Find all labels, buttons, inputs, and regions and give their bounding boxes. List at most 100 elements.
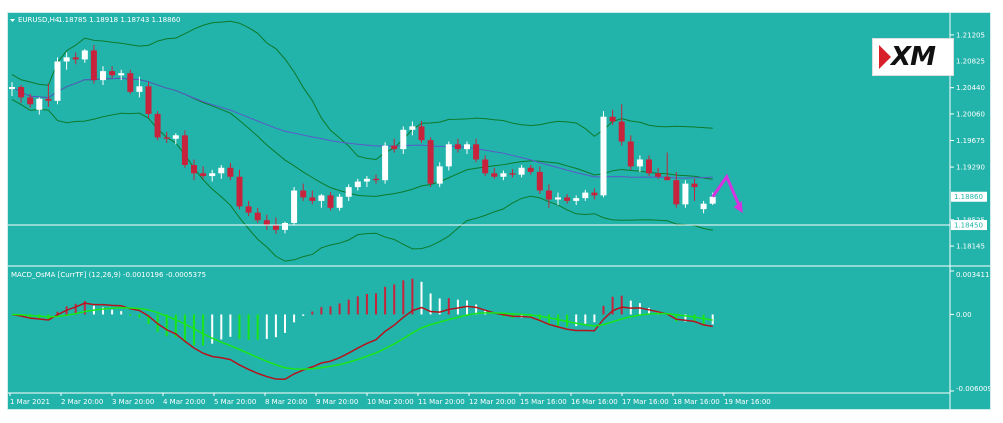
moving-average-line xyxy=(11,77,713,179)
candle xyxy=(500,170,507,181)
hline-price-label: 1.18450 xyxy=(954,222,983,230)
candle xyxy=(181,130,188,168)
time-tick-label: 12 Mar 20:00 xyxy=(469,398,516,406)
candle xyxy=(100,66,106,85)
candle xyxy=(218,165,225,179)
price-panel[interactable] xyxy=(8,20,950,262)
candle xyxy=(309,190,316,205)
candle xyxy=(236,169,243,210)
candle xyxy=(209,169,216,182)
candle xyxy=(81,49,88,63)
candle xyxy=(527,165,534,175)
candle xyxy=(172,133,179,145)
price-tick-label: 1.19675 xyxy=(956,137,985,145)
candle xyxy=(700,200,707,214)
candle xyxy=(400,126,407,154)
price-tick-label: 1.21205 xyxy=(956,31,985,39)
logo-text: XM xyxy=(891,42,936,72)
candle xyxy=(445,141,452,171)
symbol-label: EURUSD,H4 xyxy=(18,16,60,24)
time-tick-label: 2 Mar 20:00 xyxy=(61,398,103,406)
candle xyxy=(127,69,134,94)
candle xyxy=(382,142,389,184)
candle xyxy=(354,178,361,191)
time-tick-label: 8 Mar 20:00 xyxy=(265,398,307,406)
candle xyxy=(409,121,416,136)
candle xyxy=(9,82,15,96)
current-price-label: 1.18860 xyxy=(954,193,983,201)
candle xyxy=(682,180,689,208)
time-tick-label: 17 Mar 16:00 xyxy=(622,398,669,406)
candle xyxy=(109,66,116,79)
candle xyxy=(618,104,625,146)
candle xyxy=(518,165,525,178)
time-axis: 1 Mar 2021 2 Mar 20:00 3 Mar 20:00 4 Mar 20… xyxy=(9,393,771,406)
candle xyxy=(600,111,607,198)
price-tick-label: 1.20825 xyxy=(956,58,985,66)
chart-title: EURUSD,H4 1.18785 1.18918 1.18743 1.1886… xyxy=(10,16,180,24)
macd-title: MACD_OsMA [CurrTF] (12,26,9) -0.0010196 … xyxy=(11,271,206,279)
candle xyxy=(582,189,589,201)
candle xyxy=(90,44,97,84)
candle xyxy=(473,138,480,163)
chart-canvas[interactable]: EURUSD,H4 1.18785 1.18918 1.18743 1.1886… xyxy=(8,13,990,409)
chart-window[interactable]: EURUSD,H4 1.18785 1.18918 1.18743 1.1886… xyxy=(7,12,991,410)
candle xyxy=(282,221,288,234)
time-tick-label: 19 Mar 16:00 xyxy=(724,398,771,406)
candle xyxy=(636,155,643,172)
candle xyxy=(336,193,343,211)
candle xyxy=(573,195,580,206)
candle xyxy=(464,141,470,154)
candle xyxy=(27,93,34,108)
chevron-down-icon[interactable] xyxy=(10,19,15,22)
candle xyxy=(491,167,498,179)
candle xyxy=(646,155,652,177)
candle xyxy=(418,120,425,143)
candle xyxy=(254,207,261,223)
candle xyxy=(118,69,125,81)
time-tick-label: 15 Mar 16:00 xyxy=(520,398,567,406)
time-tick-label: 3 Mar 20:00 xyxy=(112,398,154,406)
candle xyxy=(664,152,671,181)
candle xyxy=(154,111,161,141)
candle xyxy=(345,184,352,201)
candle xyxy=(363,176,370,188)
candle xyxy=(272,217,279,235)
logo-mark-icon xyxy=(879,45,891,69)
candle xyxy=(454,138,461,153)
candle xyxy=(436,162,443,188)
candle xyxy=(54,57,61,105)
macd-line xyxy=(11,302,713,381)
candle xyxy=(263,214,270,230)
price-tick-label: 1.19290 xyxy=(956,164,985,172)
price-axis: 1.21205 1.20825 1.20440 1.20060 1.19675 1.192… xyxy=(950,31,987,251)
macd-tick-label: 0.00 xyxy=(956,311,972,319)
candle xyxy=(18,84,25,103)
price-tick-label: 1.20440 xyxy=(956,84,985,92)
candle xyxy=(391,138,398,153)
macd-axis: 0.003411 0.00 -0.006009 xyxy=(950,270,990,393)
time-tick-label: 11 Mar 20:00 xyxy=(418,398,465,406)
candle xyxy=(673,171,680,208)
candle xyxy=(536,166,543,194)
candle xyxy=(145,82,152,119)
candle xyxy=(509,169,516,178)
ohlc-label: 1.18785 1.18918 1.18743 1.18860 xyxy=(58,16,180,24)
candle xyxy=(609,109,616,125)
candles xyxy=(9,44,716,235)
macd-panel[interactable] xyxy=(11,278,714,381)
candle xyxy=(291,187,298,226)
candle xyxy=(655,167,662,179)
candle xyxy=(200,166,207,179)
candle xyxy=(36,97,43,115)
time-tick-label: 4 Mar 20:00 xyxy=(163,398,205,406)
macd-histogram xyxy=(20,278,714,346)
time-tick-label: 9 Mar 20:00 xyxy=(316,398,358,406)
candle xyxy=(136,76,143,98)
time-tick-label: 5 Mar 20:00 xyxy=(214,398,256,406)
candle xyxy=(591,188,598,200)
candle xyxy=(245,200,252,217)
time-tick-label: 1 Mar 2021 xyxy=(10,398,50,406)
candle xyxy=(545,184,552,208)
forecast-arrow-icon xyxy=(711,173,743,214)
